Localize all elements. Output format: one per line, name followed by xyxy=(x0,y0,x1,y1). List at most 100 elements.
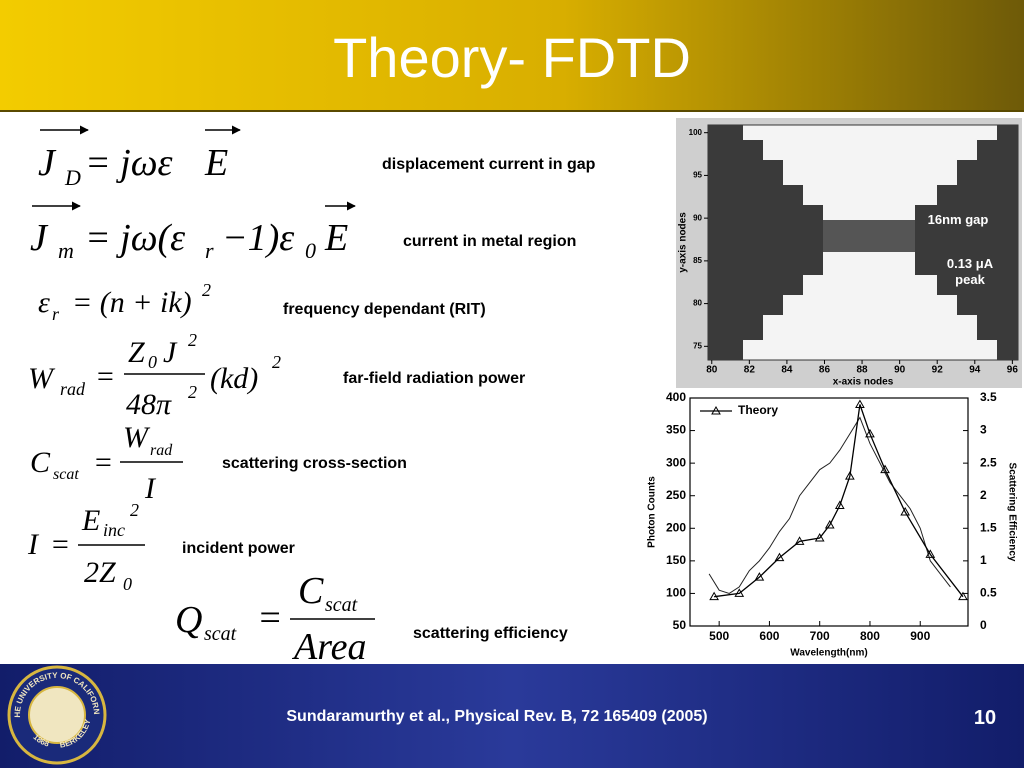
equation: I = E inc 2 2Z 0 xyxy=(27,500,145,594)
marker xyxy=(900,506,911,516)
eq-description: scattering cross-section xyxy=(222,455,407,472)
eq-subscript: rad xyxy=(60,379,86,399)
y2-axis-label: Scattering Efficiency xyxy=(1006,463,1017,562)
y2-tick-label: 3.5 xyxy=(980,390,997,404)
eq-symbol: = (n + ik) xyxy=(72,286,192,319)
eq-symbol: I xyxy=(144,472,157,505)
series-line xyxy=(708,416,951,594)
eq-subscript: r xyxy=(205,238,214,263)
eq-symbol: = xyxy=(93,446,113,479)
marker xyxy=(734,588,745,597)
slide-title: Theory- FDTD xyxy=(333,26,691,89)
y-tick-label: 95 xyxy=(693,171,702,180)
y-tick-label: 250 xyxy=(666,488,686,502)
x-tick-label: 500 xyxy=(709,629,729,643)
y-tick-label: 90 xyxy=(693,213,702,222)
eq-description: frequency dependant (RIT) xyxy=(283,301,486,318)
x-tick-label: 84 xyxy=(781,365,793,376)
y-tick-label: 50 xyxy=(673,618,687,632)
y-tick-label: 100 xyxy=(666,586,686,600)
marker xyxy=(774,552,785,562)
eq-symbol: W xyxy=(123,421,151,454)
y-tick-label: 350 xyxy=(666,423,686,437)
y2-tick-label: 1.5 xyxy=(980,520,997,534)
marker xyxy=(845,471,855,480)
eq-symbol: −1)ε xyxy=(222,217,294,259)
eq-symbol: E xyxy=(324,217,348,259)
marker xyxy=(880,464,890,474)
eq-symbol: J xyxy=(163,336,178,369)
eq-symbol: 48π xyxy=(126,388,172,421)
marker xyxy=(709,591,719,601)
eq-symbol: Z xyxy=(128,336,145,369)
marker xyxy=(855,399,865,409)
gap-region xyxy=(823,220,915,252)
eq-superscript: 2 xyxy=(188,330,197,350)
eq-symbol: C xyxy=(30,446,51,479)
y2-tick-label: 1 xyxy=(980,553,987,567)
x-tick-label: 700 xyxy=(810,629,830,643)
eq-subscript: 0 xyxy=(123,574,132,594)
marker xyxy=(814,533,825,542)
equation: Q scat = C scat Area xyxy=(175,570,375,668)
eq-description: displacement current in gap xyxy=(382,156,596,173)
eq-symbol: = xyxy=(95,360,115,393)
x-tick-label: 88 xyxy=(856,365,868,376)
y2-tick-label: 0 xyxy=(980,618,987,632)
equation: C scat = W rad I xyxy=(30,421,183,505)
x-tick-label: 92 xyxy=(932,365,944,376)
eq-superscript: 2 xyxy=(202,280,211,300)
y-tick-label: 85 xyxy=(693,256,702,265)
eq-symbol: E xyxy=(81,504,100,537)
eq-symbol: I xyxy=(27,528,40,561)
marker xyxy=(834,500,845,509)
x-tick-label: 94 xyxy=(969,365,981,376)
x-tick-label: 90 xyxy=(894,365,906,376)
eq-description: scattering efficiency xyxy=(413,625,568,642)
x-tick-label: 80 xyxy=(706,365,718,376)
y2-tick-label: 2.5 xyxy=(980,455,997,469)
y2-tick-label: 3 xyxy=(980,423,987,437)
eq-symbol: W xyxy=(28,362,56,395)
annotation: peak xyxy=(955,272,985,287)
equation: ε r = (n + ik) 2 xyxy=(38,280,211,324)
series-line xyxy=(714,404,964,598)
equation: J m = jω(ε r −1)ε 0 E xyxy=(30,201,356,263)
marker xyxy=(794,536,805,545)
eq-subscript: inc xyxy=(103,520,125,540)
y2-tick-label: 2 xyxy=(980,488,987,502)
eq-subscript: scat xyxy=(204,623,237,645)
eq-symbol: Q xyxy=(175,599,202,641)
eq-subscript: 0 xyxy=(148,352,157,372)
y-tick-label: 100 xyxy=(689,128,703,137)
x-tick-label: 600 xyxy=(759,629,779,643)
equation: W rad = Z 0 J 2 48π 2 (kd) 2 xyxy=(28,330,281,421)
eq-description: current in metal region xyxy=(403,233,576,250)
eq-superscript: 2 xyxy=(188,382,197,402)
y-tick-label: 150 xyxy=(666,553,686,567)
x-axis-label: x-axis nodes xyxy=(833,377,894,388)
field-plot xyxy=(676,118,1022,388)
eq-subscript: r xyxy=(52,304,60,324)
eq-subscript: D xyxy=(64,165,81,190)
marker xyxy=(824,520,835,529)
y-tick-label: 75 xyxy=(693,341,702,350)
eq-symbol: = xyxy=(50,528,70,561)
eq-symbol: = xyxy=(257,597,283,639)
eq-subscript: m xyxy=(58,238,74,263)
eq-symbol: = jω(ε xyxy=(85,217,185,259)
seal-center xyxy=(28,686,86,744)
x-tick-label: 96 xyxy=(1007,365,1019,376)
eq-symbol: = jωε xyxy=(85,142,173,184)
eq-superscript: 2 xyxy=(272,352,281,372)
eq-symbol: C xyxy=(298,570,324,612)
plot-area xyxy=(689,397,969,627)
eq-symbol: Area xyxy=(291,626,366,668)
annotation: 16nm gap xyxy=(928,212,989,227)
y-axis-label: y-axis nodes xyxy=(678,212,689,273)
eq-subscript: scat xyxy=(53,466,79,483)
equation: J D = jωε E xyxy=(38,125,241,190)
eq-description: far-field radiation power xyxy=(343,370,525,387)
x-axis-label: Wavelength(nm) xyxy=(790,648,867,659)
